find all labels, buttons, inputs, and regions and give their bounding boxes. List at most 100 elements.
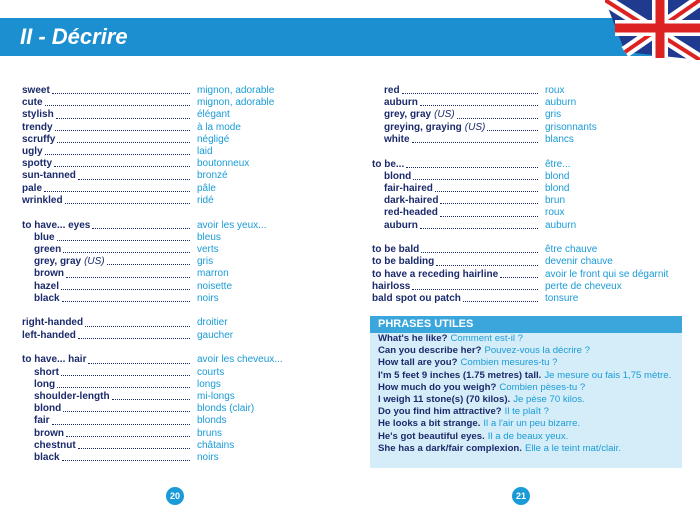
phrase: I weigh 11 stone(s) (70 kilos). Je pèse 7… <box>370 394 682 406</box>
entry-english: to have a receding hairline <box>372 269 541 281</box>
vocab-group: to be... être... blond blond fair-haired blon… <box>372 159 682 232</box>
entry: dark-haired brun <box>372 195 682 207</box>
vocab-items: red roux auburn auburn grey, gray (US) gris gre… <box>372 85 682 146</box>
entry-english: shoulder-length <box>22 391 193 403</box>
vocab-group: sweet mignon, adorable cute mignon, adorabl… <box>22 85 287 207</box>
english-word: hazel <box>34 280 60 292</box>
entry-english: fair-haired <box>372 183 541 195</box>
english-word: to have... eyes <box>22 219 91 231</box>
entry: scruffy négligé <box>22 134 287 146</box>
entry-english: blond <box>22 403 193 415</box>
entry-english: green <box>22 244 193 256</box>
right-column: red roux auburn auburn grey, gray (US) gris gre… <box>372 85 682 318</box>
entry: spotty boutonneux <box>22 158 287 170</box>
english-word: brown <box>34 268 64 280</box>
dot-leader <box>462 293 538 303</box>
entry: to be bald être chauve <box>372 244 682 256</box>
phrase-english: Do you find him attractive? <box>378 406 502 418</box>
english-word: red <box>384 85 400 96</box>
english-word: wrinkled <box>22 194 63 206</box>
entry-french: mi-longs <box>197 390 235 402</box>
phrase-french: Je mesure ou fais 1,75 mètre. <box>544 369 672 381</box>
dot-leader <box>406 159 538 168</box>
entry: sun-tanned bronzé <box>22 170 287 182</box>
entry-french: droitier <box>197 317 228 329</box>
english-word: trendy <box>22 121 53 133</box>
page-number: 20 <box>166 487 184 505</box>
english-word: right-handed <box>22 317 84 329</box>
usage-note: (US) <box>464 121 486 133</box>
phrase: What's he like? Comment est-il ? <box>370 333 682 345</box>
entry: brown bruns <box>22 428 287 440</box>
entry-english: blue <box>22 232 193 244</box>
phrase-english: I weigh 11 stone(s) (70 kilos). <box>378 394 511 406</box>
entry: bald spot ou patch tonsure <box>372 293 682 305</box>
vocab-items: blue bleus green verts grey, gray (US) gris bro… <box>22 232 287 305</box>
entry-french: brun <box>545 195 566 207</box>
entry-english: scruffy <box>22 134 193 146</box>
entry: blond blond <box>372 171 682 183</box>
entry-french: roux <box>545 85 565 96</box>
entry-english: hazel <box>22 281 193 293</box>
dot-leader <box>61 367 190 376</box>
phrase-french: Il te plaît ? <box>504 406 549 418</box>
entry-english: red-headed <box>372 207 541 219</box>
english-word: to have... hair <box>22 354 87 366</box>
entry: auburn auburn <box>372 220 682 232</box>
dot-leader <box>54 158 190 168</box>
dot-leader <box>500 269 538 278</box>
vocab-items: to be bald être chauve to be balding deveni… <box>372 244 682 305</box>
dot-leader <box>77 170 190 180</box>
dot-leader <box>51 415 190 425</box>
entry-english: right-handed <box>22 317 193 329</box>
entry-english: grey, gray (US) <box>372 109 541 121</box>
dot-leader <box>106 256 190 266</box>
dot-leader <box>411 134 538 144</box>
entry-french: gris <box>545 109 562 121</box>
dot-leader <box>436 256 538 266</box>
header-band <box>0 18 700 56</box>
english-word: auburn <box>384 97 418 109</box>
entry-french: auburn <box>545 219 577 231</box>
english-word: auburn <box>384 219 418 231</box>
phrase-english: I'm 5 feet 9 inches (1.75 metres) tall. <box>378 369 542 381</box>
entry-french: blond <box>545 182 570 194</box>
dot-leader <box>419 97 538 107</box>
phrase: Do you find him attractive? Il te plaît ? <box>370 406 682 418</box>
entry-english: to be bald <box>372 244 541 256</box>
entry: to have a receding hairline avoir le fron… <box>372 269 682 281</box>
english-word: brown <box>34 427 64 439</box>
english-word: to have a receding hairline <box>372 268 499 280</box>
entry: wrinkled ridé <box>22 195 287 207</box>
phrase-english: He looks a bit strange. <box>378 418 481 430</box>
entry: green verts <box>22 244 287 256</box>
entry-french: auburn <box>545 97 577 109</box>
entry-english: white <box>372 134 541 146</box>
vocab-group: red roux auburn auburn grey, gray (US) gris gre… <box>372 85 682 146</box>
english-word: chestnut <box>34 439 76 451</box>
entry: trendy à la mode <box>22 122 287 134</box>
entry: blond blonds (clair) <box>22 403 287 415</box>
entry: brown marron <box>22 268 287 280</box>
entry-french: mignon, adorable <box>197 85 275 96</box>
entry-french: perte de cheveux <box>545 280 622 292</box>
entry-french: à la mode <box>197 121 241 133</box>
entry-english: red <box>372 85 541 97</box>
english-word: to be bald <box>372 244 420 256</box>
entry-english: to have... hair <box>22 354 193 366</box>
english-word: stylish <box>22 109 54 121</box>
entry-english: brown <box>22 428 193 440</box>
entry-french: grisonnants <box>545 121 597 133</box>
entry-english: spotty <box>22 158 193 170</box>
phrase-english: How much do you weigh? <box>378 381 497 393</box>
entry-english: pale <box>22 183 193 195</box>
dot-leader <box>63 244 190 254</box>
dot-leader <box>85 317 190 327</box>
entry-english: short <box>22 367 193 379</box>
phrases-box: PHRASES UTILES What's he like? Comment es… <box>370 316 682 468</box>
entry-french: blonds <box>197 415 227 427</box>
entry: left-handed gaucher <box>22 330 287 342</box>
entry-french: avoir les cheveux... <box>197 354 283 366</box>
dot-leader <box>487 122 538 131</box>
